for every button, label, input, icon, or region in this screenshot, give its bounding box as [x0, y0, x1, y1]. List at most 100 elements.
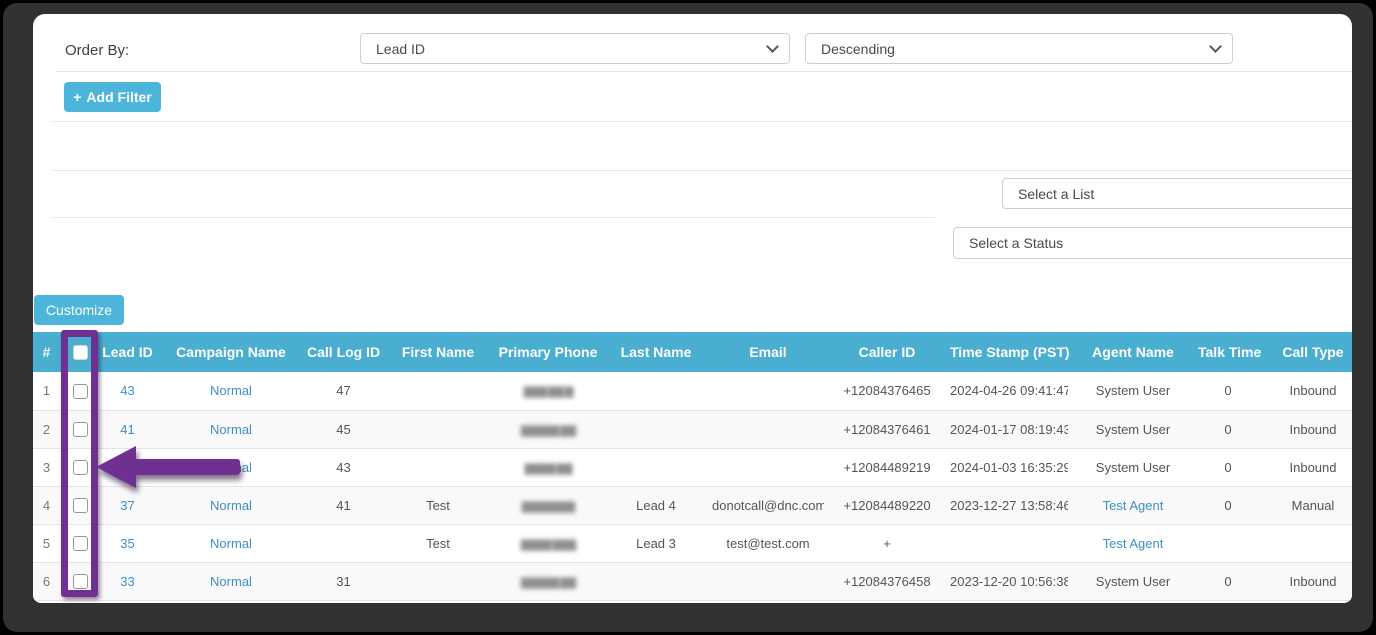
row-checkbox[interactable]	[72, 536, 88, 552]
col-header-talk-time: Talk Time	[1198, 332, 1261, 372]
select-all-checkbox[interactable]	[72, 345, 88, 361]
row-checkbox[interactable]	[72, 498, 88, 514]
table-header-row: # Lead ID Campaign Name Call Log ID Firs…	[33, 332, 1352, 372]
row-checkbox[interactable]	[72, 460, 88, 476]
customize-button[interactable]: Customize	[34, 295, 124, 325]
agent-name: System User	[1095, 459, 1171, 475]
campaign-link[interactable]: Normal	[210, 421, 252, 437]
campaign-cell: Normal	[155, 485, 307, 524]
row-checkbox-cell	[60, 447, 100, 486]
order-by-direction-value: Descending	[821, 40, 895, 57]
col-header-call-log-id: Call Log ID	[307, 332, 380, 372]
status-select-value: Select a Status	[969, 235, 1064, 251]
timestamp-cell: 2024-04-26 09:41:47	[950, 383, 1068, 399]
lead-id-link[interactable]: 33	[120, 573, 135, 589]
order-by-direction-select[interactable]: Descending	[805, 33, 1233, 64]
row-index: 5	[33, 523, 60, 562]
status-select[interactable]: Select a Status	[953, 227, 1352, 259]
agent-name-cell: Test Agent	[1068, 523, 1198, 562]
campaign-link[interactable]: Normal	[210, 535, 252, 551]
call-log-id-cell: 43	[307, 447, 380, 486]
campaign-link[interactable]: Normal	[210, 573, 252, 589]
talk-time-cell: 0	[1198, 561, 1258, 601]
lead-id-link[interactable]: 43	[120, 383, 135, 399]
primary-phone-cell: ▇▇▇ ▇▇ ▇	[496, 372, 600, 410]
campaign-cell: Normal	[155, 561, 307, 601]
row-index: 3	[33, 447, 60, 486]
lead-id-cell: 43	[100, 372, 155, 410]
lead-id-link[interactable]: 37	[120, 497, 135, 513]
list-select[interactable]: Select a List	[1002, 178, 1352, 209]
call-log-id-cell: 31	[307, 561, 380, 601]
email-cell: test@test.com	[712, 523, 824, 562]
table-row: 5 35 Normal Test ▇▇▇▇ ▇▇▇ Lead 3 test@te…	[33, 523, 1352, 562]
row-checkbox-cell	[60, 409, 100, 448]
order-by-label: Order By:	[65, 42, 130, 59]
caller-id-cell: +12084376461	[824, 409, 950, 448]
call-type-cell: Inbound	[1258, 447, 1352, 486]
chevron-down-icon	[766, 39, 779, 53]
agent-name-cell: System User	[1068, 561, 1198, 601]
row-checkbox-cell	[60, 523, 100, 562]
email-cell	[712, 372, 824, 410]
table-row: 2 41 Normal 45 ▇▇▇▇▇ ▇▇ +12084376461 202…	[33, 409, 1352, 448]
add-filter-label: Add Filter	[86, 89, 152, 105]
email-cell: donotcall@dnc.com	[712, 485, 824, 524]
campaign-cell: Normal	[155, 409, 307, 448]
row-index: 4	[33, 485, 60, 524]
lead-id-link[interactable]: 41	[120, 421, 135, 437]
campaign-link[interactable]: Normal	[210, 497, 252, 513]
call-type-cell: Inbound	[1258, 561, 1352, 601]
email-cell	[712, 447, 824, 486]
agent-name: System User	[1095, 573, 1171, 589]
row-checkbox[interactable]	[72, 383, 88, 399]
caller-id-cell: +12084376465	[843, 383, 931, 399]
first-name-cell	[380, 372, 496, 410]
agent-name[interactable]: Test Agent	[1102, 497, 1164, 513]
primary-phone-cell: ▇▇▇▇▇▇▇	[496, 485, 600, 524]
row-index: 6	[33, 561, 60, 601]
call-type-cell: Inbound	[1289, 383, 1337, 399]
table-row: 6 33 Normal 31 ▇▇▇▇▇ ▇▇ +12084376458 202…	[33, 561, 1352, 601]
agent-name: System User	[1095, 421, 1171, 437]
call-type-cell	[1258, 523, 1352, 562]
col-header-select-all	[60, 332, 100, 372]
redacted-phone: ▇▇▇▇▇ ▇▇	[520, 576, 576, 589]
lead-id-link[interactable]: 35	[120, 535, 135, 551]
section-divider	[52, 170, 1352, 171]
campaign-link[interactable]: Normal	[210, 383, 252, 399]
content-panel: Order By: Lead ID Descending + Add Filte…	[33, 14, 1352, 603]
section-divider	[55, 71, 1352, 72]
talk-time-cell: 0	[1198, 409, 1258, 448]
order-by-field-select[interactable]: Lead ID	[360, 33, 790, 64]
campaign-link[interactable]: Normal	[210, 459, 252, 475]
add-filter-button[interactable]: + Add Filter	[64, 82, 161, 112]
lead-id-cell: 37	[100, 485, 155, 524]
last-name-cell	[600, 372, 712, 410]
talk-time-cell: 0	[1198, 485, 1258, 524]
lead-id-cell	[100, 447, 155, 486]
col-header-agent-name: Agent Name	[1068, 332, 1198, 372]
row-checkbox-cell	[60, 561, 100, 601]
table-row: 4 37 Normal 41 Test ▇▇▇▇▇▇▇ Lead 4 donot…	[33, 485, 1352, 524]
primary-phone-cell: ▇▇▇▇ ▇▇▇	[496, 523, 600, 562]
caller-id-cell: +12084489220	[824, 485, 950, 524]
email-cell	[712, 409, 824, 448]
redacted-phone: ▇▇▇▇▇▇▇	[521, 500, 575, 513]
redacted-phone: ▇▇▇▇ ▇▇▇	[520, 538, 576, 551]
primary-phone-cell: ▇▇▇▇▇ ▇▇	[496, 409, 600, 448]
row-checkbox[interactable]	[72, 574, 88, 590]
lead-id-cell: 35	[100, 523, 155, 562]
agent-name[interactable]: Test Agent	[1102, 535, 1164, 551]
row-checkbox[interactable]	[72, 422, 88, 438]
chevron-down-icon	[1209, 39, 1222, 53]
primary-phone-cell: ▇▇▇▇ ▇▇	[496, 447, 600, 486]
col-header-index: #	[33, 332, 60, 372]
first-name-cell: Test	[380, 523, 496, 562]
col-header-timestamp: Time Stamp (PST)	[950, 332, 1070, 372]
leads-table: # Lead ID Campaign Name Call Log ID Firs…	[33, 332, 1352, 601]
customize-label: Customize	[45, 302, 113, 318]
redacted-phone: ▇▇▇▇▇ ▇▇	[520, 424, 576, 437]
call-log-id-cell: 41	[307, 485, 380, 524]
table-row: 3 Normal 43 ▇▇▇▇ ▇▇ +12084489219 2024-01…	[33, 447, 1352, 486]
